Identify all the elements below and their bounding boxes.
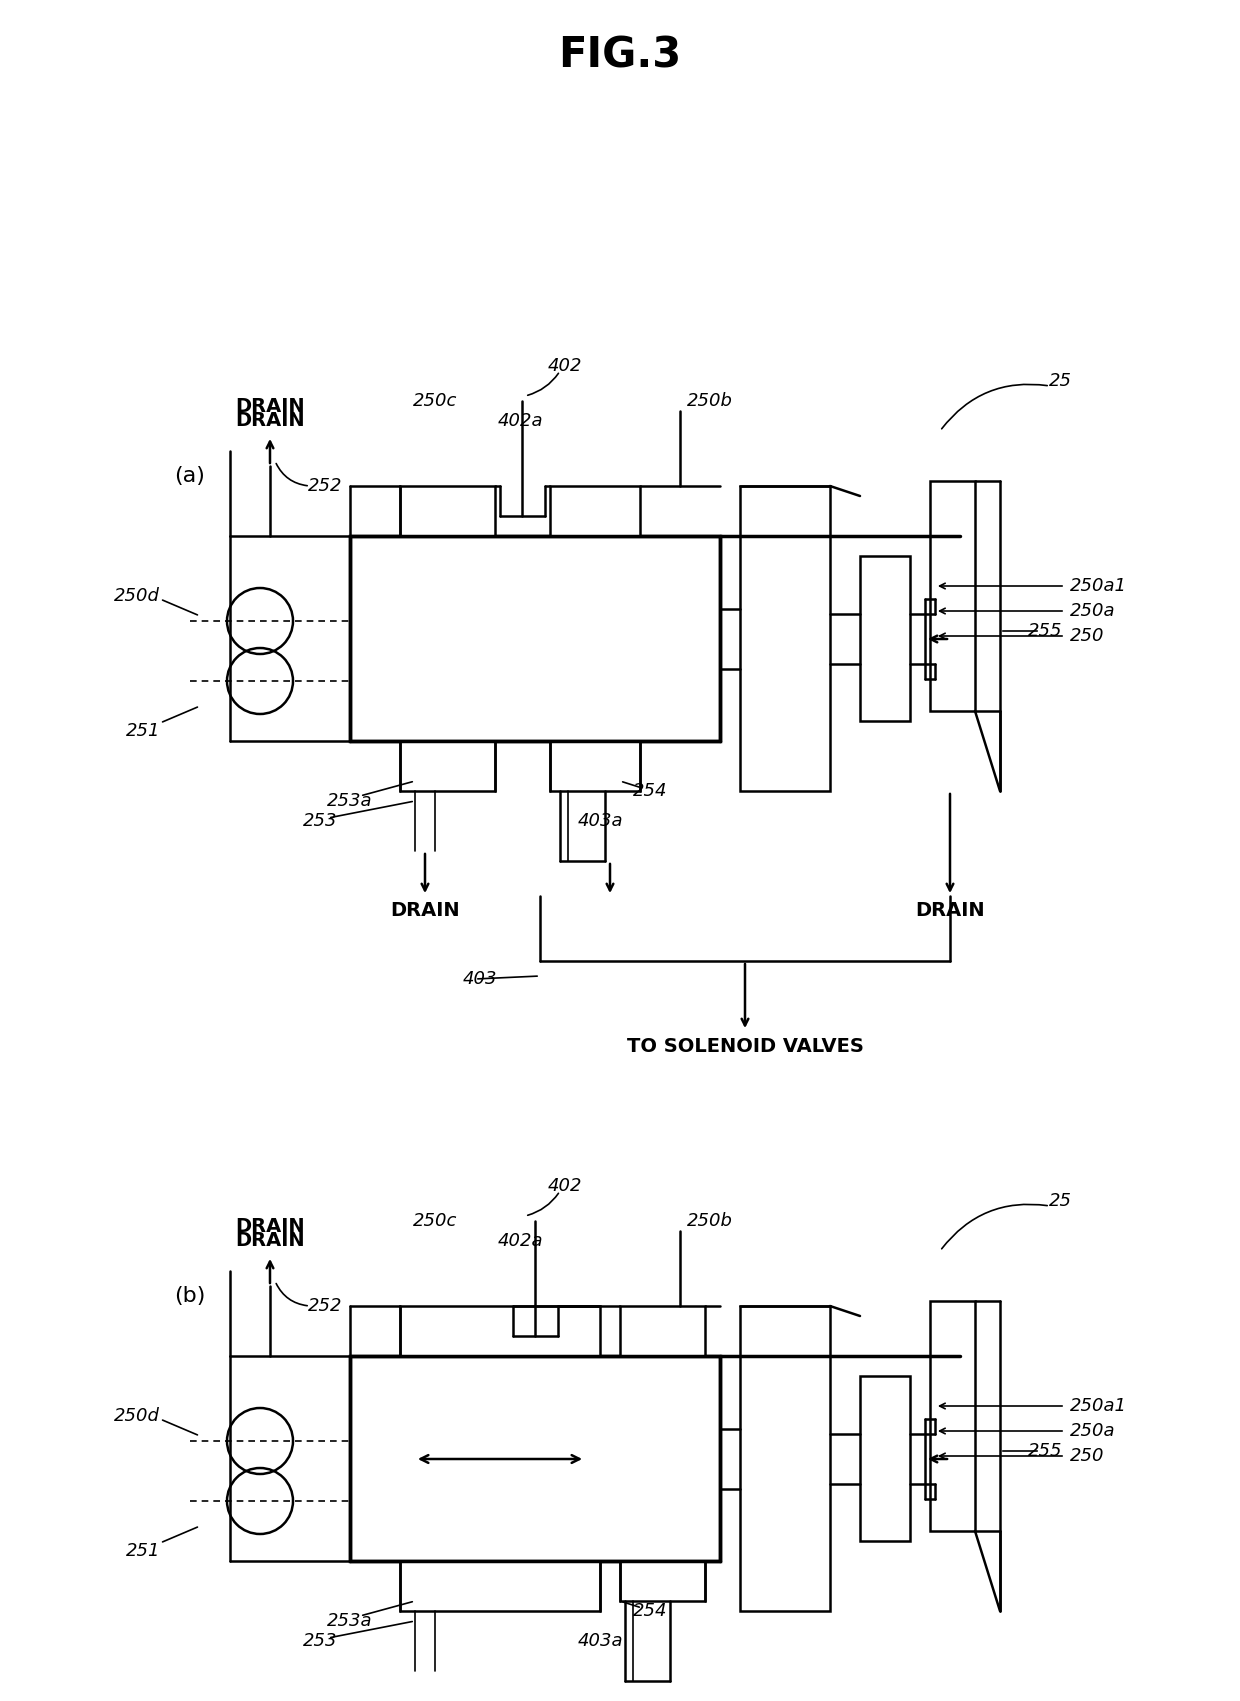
Text: 253a: 253a	[327, 1613, 373, 1630]
Text: 403a: 403a	[578, 811, 622, 830]
Bar	[861, 1376, 910, 1541]
Text: 255: 255	[1028, 1442, 1063, 1459]
Text: 253: 253	[303, 1631, 337, 1650]
Bar	[551, 486, 640, 536]
Text: 250a: 250a	[1070, 1422, 1116, 1441]
Text: 250a1: 250a1	[1070, 577, 1127, 595]
Bar	[620, 1562, 706, 1601]
Text: DRAIN: DRAIN	[915, 902, 985, 920]
Text: (b): (b)	[175, 1286, 206, 1306]
Bar	[401, 1562, 600, 1611]
Bar	[350, 536, 720, 742]
Bar	[740, 1306, 830, 1611]
Text: 254: 254	[632, 1602, 667, 1619]
Bar	[740, 486, 830, 791]
Text: 252: 252	[308, 1296, 342, 1315]
Text: DRAIN: DRAIN	[236, 1232, 305, 1250]
Bar	[930, 481, 975, 711]
Text: 253: 253	[303, 811, 337, 830]
Text: 254: 254	[632, 782, 667, 799]
Text: 250: 250	[1070, 628, 1105, 645]
Text: 251: 251	[125, 721, 160, 740]
Text: 255: 255	[1028, 623, 1063, 640]
Bar	[401, 1306, 600, 1356]
Bar	[930, 1301, 975, 1531]
Text: FIG.3: FIG.3	[558, 36, 682, 77]
Text: 402: 402	[548, 357, 583, 374]
Text: DRAIN: DRAIN	[391, 902, 460, 920]
Text: (a): (a)	[175, 466, 206, 486]
Text: 252: 252	[308, 476, 342, 495]
Text: 250: 250	[1070, 1448, 1105, 1465]
Text: 25: 25	[1049, 1192, 1071, 1209]
Text: 403a: 403a	[578, 1631, 622, 1650]
Bar	[401, 742, 495, 791]
Text: 250a: 250a	[1070, 602, 1116, 619]
Text: 250b: 250b	[687, 391, 733, 410]
Bar	[350, 1356, 720, 1562]
Text: 250d: 250d	[114, 587, 160, 606]
Text: DRAIN: DRAIN	[236, 412, 305, 430]
Text: DRAIN: DRAIN	[236, 396, 305, 415]
Text: 250b: 250b	[687, 1213, 733, 1230]
Text: 402: 402	[548, 1177, 583, 1196]
Bar	[620, 1306, 706, 1356]
Text: 250a1: 250a1	[1070, 1397, 1127, 1415]
Text: 403: 403	[463, 970, 497, 988]
Text: TO SOLENOID VALVES: TO SOLENOID VALVES	[626, 1036, 863, 1056]
Text: 251: 251	[125, 1543, 160, 1560]
Text: 250c: 250c	[413, 391, 458, 410]
Text: 402a: 402a	[497, 1232, 543, 1250]
Text: 250c: 250c	[413, 1213, 458, 1230]
Bar	[551, 742, 640, 791]
Text: 25: 25	[1049, 373, 1071, 390]
Text: DRAIN: DRAIN	[236, 1216, 305, 1235]
Bar	[861, 556, 910, 721]
Text: 253a: 253a	[327, 793, 373, 810]
Text: 250d: 250d	[114, 1407, 160, 1425]
Bar	[401, 486, 495, 536]
Text: 402a: 402a	[497, 412, 543, 430]
